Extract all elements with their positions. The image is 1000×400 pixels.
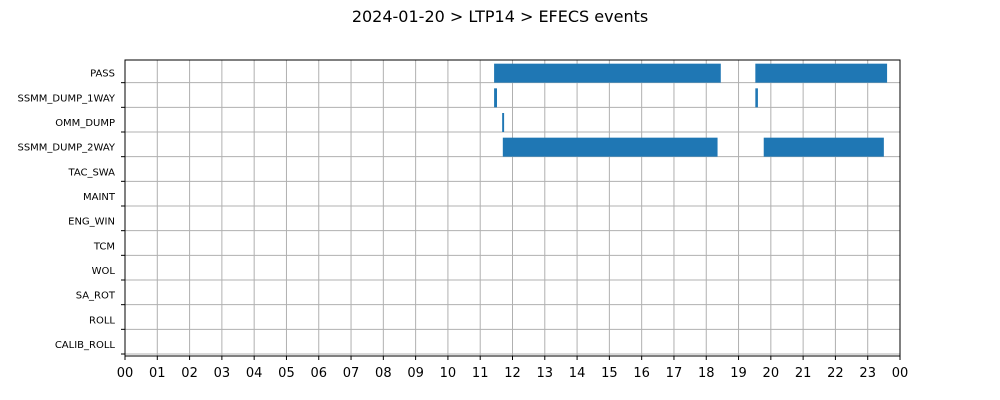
x-tick-label: 04: [246, 366, 263, 381]
x-tick-label: 17: [666, 366, 683, 381]
chart-title: 2024-01-20 > LTP14 > EFECS events: [352, 7, 648, 26]
x-tick-label: 00: [892, 366, 909, 381]
y-tick-label: ROLL: [89, 315, 115, 326]
x-tick-label: 07: [343, 366, 360, 381]
y-tick-label: OMM_DUMP: [55, 118, 115, 129]
x-tick-label: 03: [214, 366, 231, 381]
y-tick-label: SSMM_DUMP_2WAY: [17, 143, 115, 154]
y-tick-label: CALIB_ROLL: [55, 340, 116, 351]
event-bar-ssmm-dump-2way: [502, 137, 718, 157]
x-tick-label: 16: [633, 366, 650, 381]
y-axis-ticks: PASS SSMM_DUMP_1WAY OMM_DUMP SSMM_DUMP_2WAY…: [17, 69, 125, 355]
x-tick-label: 22: [827, 366, 844, 381]
x-tick-label: 08: [375, 366, 392, 381]
event-bar-ssmm-dump-2way: [763, 137, 884, 157]
x-tick-label: 09: [407, 366, 424, 381]
x-tick-label: 10: [440, 366, 457, 381]
x-tick-label: 00: [117, 366, 134, 381]
x-tick-label: 20: [763, 366, 780, 381]
grid-lines: [124, 60, 901, 356]
event-bar-ssmm-dump-1way: [494, 88, 497, 108]
x-tick-label: 06: [310, 366, 327, 381]
y-tick-label: SSMM_DUMP_1WAY: [17, 93, 115, 104]
y-tick-label: MAINT: [83, 192, 116, 203]
y-tick-label: PASS: [90, 69, 115, 80]
y-tick-label: TAC_SWA: [67, 167, 115, 178]
x-tick-label: 18: [698, 366, 715, 381]
x-tick-label: 14: [569, 366, 586, 381]
event-bar-pass: [494, 63, 721, 83]
event-bar-pass: [755, 63, 888, 83]
x-tick-label: 05: [278, 366, 295, 381]
x-tick-label: 02: [181, 366, 198, 381]
x-tick-label: 21: [795, 366, 812, 381]
y-tick-label: TCM: [93, 241, 115, 252]
x-tick-label: 15: [601, 366, 618, 381]
x-tick-label: 01: [149, 366, 166, 381]
event-bars: [494, 63, 888, 157]
x-tick-label: 11: [472, 366, 489, 381]
x-tick-label: 12: [504, 366, 521, 381]
y-tick-label: ENG_WIN: [68, 217, 115, 228]
y-tick-label: SA_ROT: [76, 291, 116, 302]
event-bar-ssmm-dump-1way: [755, 88, 758, 108]
x-axis-ticks: 00 01 02 03 04 05 06 07 08 09 10 11 12 13 14 15 16 17 18 19…: [117, 356, 909, 381]
x-tick-label: 19: [730, 366, 747, 381]
x-tick-label: 13: [537, 366, 554, 381]
y-tick-label: WOL: [92, 266, 116, 277]
x-tick-label: 23: [859, 366, 876, 381]
event-bar-omm-dump: [502, 113, 505, 132]
